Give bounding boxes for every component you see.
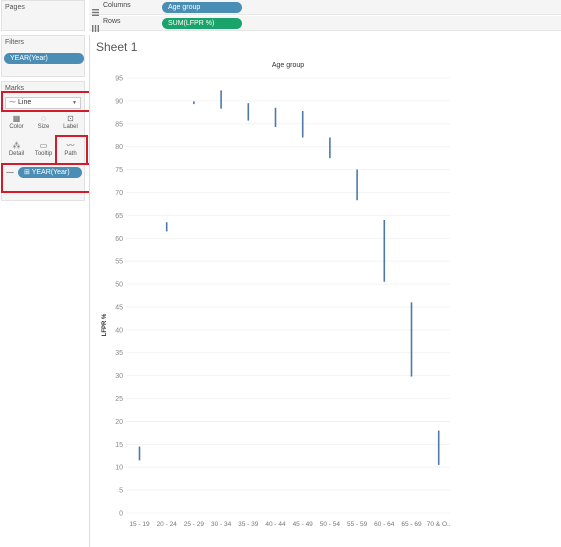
y-tick-label: 25 [115,396,123,403]
pages-title: Pages [5,4,25,11]
pill-field-icon: ⊞ [24,169,32,176]
columns-icon [92,3,99,16]
y-tick-label: 65 [115,213,123,220]
marks-card: Marks ⁓ Line ▼ ▦ Color ◌ Size ⊡ Label ⁂ … [1,81,85,201]
y-tick-label: 55 [115,259,123,266]
y-tick-label: 85 [115,121,123,128]
chevron-down-icon: ▼ [72,100,77,106]
tooltip-button[interactable]: ▭ Tooltip [30,139,57,165]
x-tick-label: 60 - 64 [374,521,395,528]
y-axis-label: LFPR % [102,313,108,336]
tooltip-label: Tooltip [34,151,53,157]
y-tick-label: 0 [119,511,123,518]
y-tick-label: 35 [115,350,123,357]
filter-pill-year[interactable]: YEAR(Year) [4,53,84,64]
label-button[interactable]: ⊡ Label [57,112,84,138]
x-tick-label: 50 - 54 [320,521,341,528]
columns-shelf[interactable]: Columns Age group [89,0,561,16]
path-shelf-icon: ⁓ [6,168,14,177]
x-tick-label: 40 - 44 [265,521,286,528]
path-label: Path [64,151,77,157]
filters-title: Filters [5,39,25,46]
y-tick-label: 15 [115,442,123,449]
y-tick-label: 20 [115,419,123,426]
filters-card[interactable]: Filters YEAR(Year) [1,35,85,77]
x-tick-label: 15 - 19 [129,521,150,528]
left-panel: Pages Filters YEAR(Year) Marks ⁓ Line ▼ … [0,0,86,547]
x-tick-label: 70 & O.. [427,521,451,528]
columns-pill[interactable]: Age group [162,2,242,13]
color-button[interactable]: ▦ Color [3,112,30,138]
y-tick-label: 50 [115,282,123,289]
size-button[interactable]: ◌ Size [30,112,57,138]
y-tick-label: 10 [115,465,123,472]
chart-title: Age group [272,62,304,69]
pages-card[interactable]: Pages [1,0,85,31]
columns-label: Columns [103,2,131,9]
y-tick-label: 40 [115,327,123,334]
x-tick-label: 20 - 24 [157,521,178,528]
label-label: Label [63,124,78,130]
detail-icon: ⁂ [12,141,21,150]
path-icon: 〰 [66,141,75,150]
detail-button[interactable]: ⁂ Detail [3,139,30,165]
path-pill-year[interactable]: ⊞ YEAR(Year) [18,167,82,178]
highlight-path-pill [1,163,92,193]
detail-label: Detail [8,151,25,157]
worksheet: Sheet 1 0 5 10 15 20 25 30 35 40 45 50 55 60 65 70 75 80… [89,35,561,547]
rows-shelf[interactable]: Rows SUM(LFPR %) [89,16,561,32]
path-button[interactable]: 〰 Path [57,139,84,165]
mark-type-label: Line [18,99,32,106]
color-icon: ▦ [12,114,21,123]
y-tick-label: 30 [115,373,123,380]
y-tick-label: 5 [119,488,123,495]
color-label: Color [9,124,24,130]
y-tick-label: 70 [115,190,123,197]
x-tick-label: 25 - 29 [184,521,205,528]
path-pill-label: YEAR(Year) [31,169,70,176]
highlight-path-button [55,135,88,165]
size-label: Size [37,124,50,130]
y-tick-label: 95 [115,76,123,83]
tooltip-icon: ▭ [39,141,48,150]
rows-pill[interactable]: SUM(LFPR %) [162,18,242,29]
y-tick-label: 75 [115,167,123,174]
size-icon: ◌ [41,114,46,123]
marks-title: Marks [5,85,25,92]
x-tick-label: 35 - 39 [238,521,259,528]
label-icon: ⊡ [67,114,74,123]
x-tick-label: 30 - 34 [211,521,232,528]
line-mark-icon: ⁓ [9,99,16,106]
rows-label: Rows [103,18,121,25]
x-tick-label: 55 - 59 [347,521,368,528]
y-tick-label: 90 [115,98,123,105]
highlight-mark-type [1,91,91,112]
x-tick-label: 65 - 69 [401,521,422,528]
rows-icon [92,19,99,32]
y-tick-label: 45 [115,304,123,311]
mark-type-dropdown[interactable]: ⁓ Line ▼ [5,97,81,109]
sheet-title: Sheet 1 [96,40,138,54]
y-tick-label: 80 [115,144,123,151]
x-tick-label: 45 - 49 [293,521,314,528]
chart: 0 5 10 15 20 25 30 35 40 45 50 55 60 65 70 75 80 85 90 95 15… [102,62,451,528]
y-tick-label: 60 [115,236,123,243]
